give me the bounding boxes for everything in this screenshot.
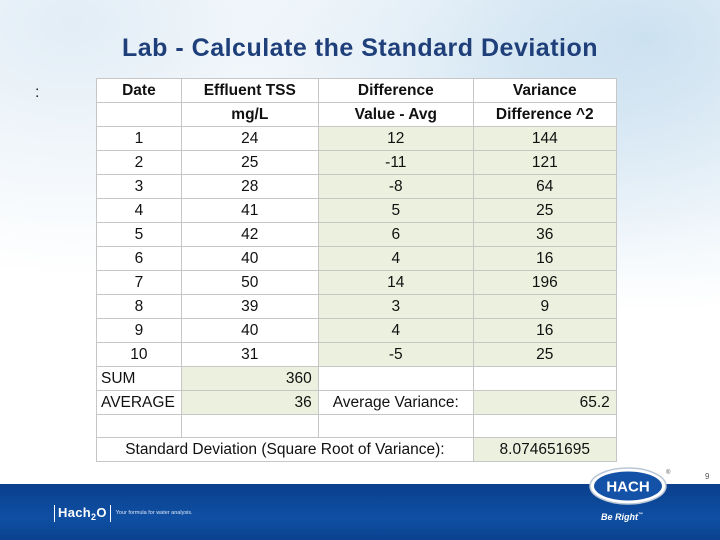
average-value: 36 <box>180 390 319 415</box>
tss-cell: 42 <box>180 222 319 247</box>
date-cell: 2 <box>96 150 182 175</box>
date-cell: 5 <box>96 222 182 247</box>
header-row-1: Date Effluent TSS Difference Variance <box>96 78 617 103</box>
sum-value: 360 <box>180 366 319 391</box>
std-dev-value: 8.074651695 <box>472 437 617 462</box>
table-row: 10 31 -5 25 <box>96 342 617 367</box>
variance-cell: 25 <box>472 342 617 367</box>
tagline: Your formula for water analysis. <box>115 510 193 516</box>
table-row: 7 50 14 196 <box>96 270 617 295</box>
sum-row: SUM 360 <box>96 366 617 391</box>
std-dev-table: Date Effluent TSS Difference Variance mg… <box>96 78 617 462</box>
table-row: 2 25 -11 121 <box>96 150 617 175</box>
brand-end: O <box>96 504 107 520</box>
variance-cell: 64 <box>472 174 617 199</box>
table-row: 5 42 6 36 <box>96 222 617 247</box>
header-value-minus-avg: Value - Avg <box>317 102 474 127</box>
tss-cell: 41 <box>180 198 319 223</box>
header-date-sub <box>96 102 182 127</box>
brand-sub: 2 <box>91 511 97 522</box>
difference-cell: 4 <box>317 246 474 271</box>
slogan: Be Right™ <box>601 512 643 522</box>
stray-colon: : <box>35 84 40 101</box>
empty-cell <box>472 366 617 391</box>
difference-cell: -8 <box>317 174 474 199</box>
empty-cell <box>317 414 474 438</box>
table-row: 6 40 4 16 <box>96 246 617 271</box>
difference-cell: 6 <box>317 222 474 247</box>
header-difference: Difference <box>317 78 474 103</box>
header-date: Date <box>96 78 182 103</box>
variance-cell: 16 <box>472 246 617 271</box>
empty-cell <box>472 414 617 438</box>
tss-cell: 31 <box>180 342 319 367</box>
hach-logo-icon: HACH <box>589 467 667 505</box>
average-row: AVERAGE 36 Average Variance: 65.2 <box>96 390 617 415</box>
date-cell: 10 <box>96 342 182 367</box>
date-cell: 7 <box>96 270 182 295</box>
tss-cell: 40 <box>180 246 319 271</box>
empty-cell <box>96 414 182 438</box>
tss-cell: 50 <box>180 270 319 295</box>
difference-cell: 12 <box>317 126 474 151</box>
hach-logo-text: HACH <box>606 479 649 496</box>
date-cell: 6 <box>96 246 182 271</box>
header-difference-squared: Difference ^2 <box>472 102 617 127</box>
empty-cell <box>180 414 319 438</box>
header-units: mg/L <box>180 102 319 127</box>
sum-label: SUM <box>96 366 182 391</box>
header-row-2: mg/L Value - Avg Difference ^2 <box>96 102 617 127</box>
slogan-text: Be Right <box>601 512 638 522</box>
date-cell: 3 <box>96 174 182 199</box>
difference-cell: -11 <box>317 150 474 175</box>
difference-cell: -5 <box>317 342 474 367</box>
page-number: 9 <box>705 472 710 481</box>
variance-cell: 121 <box>472 150 617 175</box>
date-cell: 9 <box>96 318 182 343</box>
tss-cell: 25 <box>180 150 319 175</box>
brand-main: Hach <box>58 504 91 520</box>
slogan-tm: ™ <box>638 512 643 518</box>
slide-title: Lab - Calculate the Standard Deviation <box>121 34 599 62</box>
registered-mark: ® <box>666 470 671 476</box>
hach2o-brand: Hach2O Your formula for water analysis. <box>54 504 193 522</box>
std-dev-label: Standard Deviation (Square Root of Varia… <box>96 437 474 462</box>
difference-cell: 5 <box>317 198 474 223</box>
tss-cell: 24 <box>180 126 319 151</box>
date-cell: 4 <box>96 198 182 223</box>
header-effluent-tss: Effluent TSS <box>180 78 319 103</box>
header-variance: Variance <box>472 78 617 103</box>
average-variance-value: 65.2 <box>472 390 617 415</box>
date-cell: 8 <box>96 294 182 319</box>
variance-cell: 25 <box>472 198 617 223</box>
table-row: 3 28 -8 64 <box>96 174 617 199</box>
spacer-row <box>96 414 617 438</box>
empty-cell <box>317 366 474 391</box>
difference-cell: 3 <box>317 294 474 319</box>
variance-cell: 144 <box>472 126 617 151</box>
variance-cell: 196 <box>472 270 617 295</box>
table-row: 9 40 4 16 <box>96 318 617 343</box>
table-row: 1 24 12 144 <box>96 126 617 151</box>
tss-cell: 40 <box>180 318 319 343</box>
difference-cell: 14 <box>317 270 474 295</box>
variance-cell: 16 <box>472 318 617 343</box>
hach2o-logo: Hach2O <box>54 504 111 522</box>
std-dev-row: Standard Deviation (Square Root of Varia… <box>96 437 617 462</box>
variance-cell: 9 <box>472 294 617 319</box>
variance-cell: 36 <box>472 222 617 247</box>
date-cell: 1 <box>96 126 182 151</box>
average-label: AVERAGE <box>96 390 182 415</box>
table-row: 8 39 3 9 <box>96 294 617 319</box>
tss-cell: 39 <box>180 294 319 319</box>
table-row: 4 41 5 25 <box>96 198 617 223</box>
difference-cell: 4 <box>317 318 474 343</box>
average-variance-label: Average Variance: <box>317 390 474 415</box>
tss-cell: 28 <box>180 174 319 199</box>
